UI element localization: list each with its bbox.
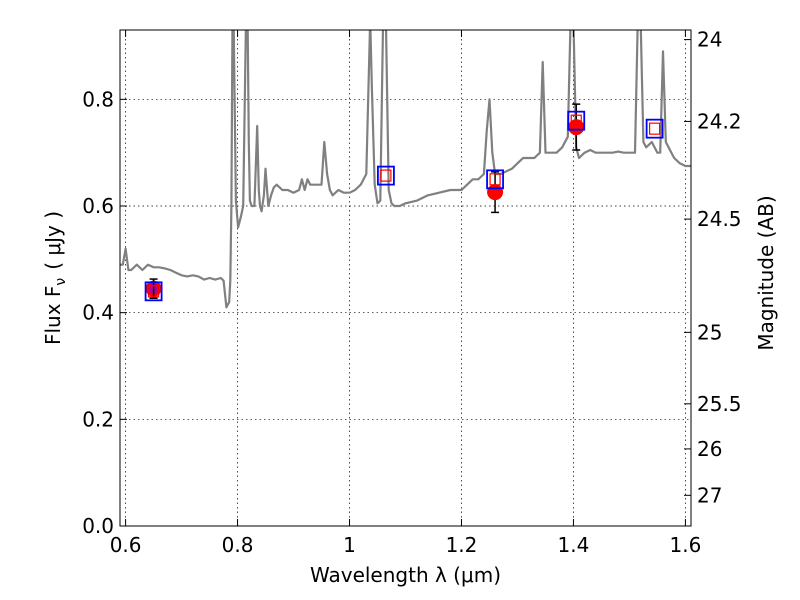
y-tick-label: 0.8: [82, 87, 114, 111]
observed-point: [568, 119, 585, 136]
model-box-inner: [570, 114, 582, 127]
plot-frame: [119, 29, 692, 527]
x-tick-label: 0.6: [110, 533, 142, 557]
x-axis-title: Wavelength λ (μm): [310, 563, 501, 587]
x-tick-label: 0.8: [222, 533, 254, 557]
model-box-inner: [147, 285, 160, 298]
y-axis: 0.0 0.2 0.4 0.6 0.8: [82, 87, 127, 538]
model-box-inner: [489, 173, 501, 186]
y-tick-label: 0.6: [82, 194, 114, 218]
x-tick-label: 1.2: [446, 533, 478, 557]
model-box-outer: [567, 110, 586, 131]
model-spectrum-line: [120, 30, 691, 309]
y2-tick-label: 27: [697, 483, 722, 507]
observed-point: [487, 184, 504, 201]
observed-points: [145, 103, 585, 300]
model-box-inner: [649, 122, 661, 135]
y2-tick-label: 24.2: [697, 109, 742, 133]
y-tick-label: 0.4: [82, 301, 114, 325]
model-box-inner: [380, 169, 392, 182]
y-tick-label: 0.2: [82, 407, 114, 431]
x-tick-label: 1.6: [669, 533, 701, 557]
x-tick-label: 1: [343, 533, 356, 557]
y2-tick-label: 24: [697, 28, 722, 52]
y2-tick-label: 26: [697, 437, 722, 461]
model-box-outer: [645, 118, 664, 139]
y2-tick-label: 25: [697, 320, 722, 344]
y2-tick-label: 24.5: [697, 207, 742, 231]
y2-tick-label: 25.5: [697, 392, 742, 416]
model-box-outer: [144, 281, 163, 302]
x-tick-label: 1.4: [558, 533, 590, 557]
y-axis-title-unit: ( μJy ): [41, 211, 65, 270]
y-axis-title-subscript: ν: [53, 278, 69, 286]
y2-axis-title: Magnitude (AB): [754, 195, 778, 350]
model-box-outer: [377, 165, 395, 186]
y-axis-title-main: Flux F: [41, 286, 65, 345]
model-photometry-boxes: [144, 110, 664, 302]
y2-axis: 24 24.2 24.5 25 25.5 26 27: [684, 28, 742, 507]
y-tick-label: 0.0: [82, 514, 114, 538]
x-axis: 0.6 0.8 1 1.2 1.4 1.6: [110, 30, 701, 557]
y-axis-title: Flux Fν ( μJy ): [41, 211, 69, 345]
model-box-outer: [486, 169, 504, 190]
